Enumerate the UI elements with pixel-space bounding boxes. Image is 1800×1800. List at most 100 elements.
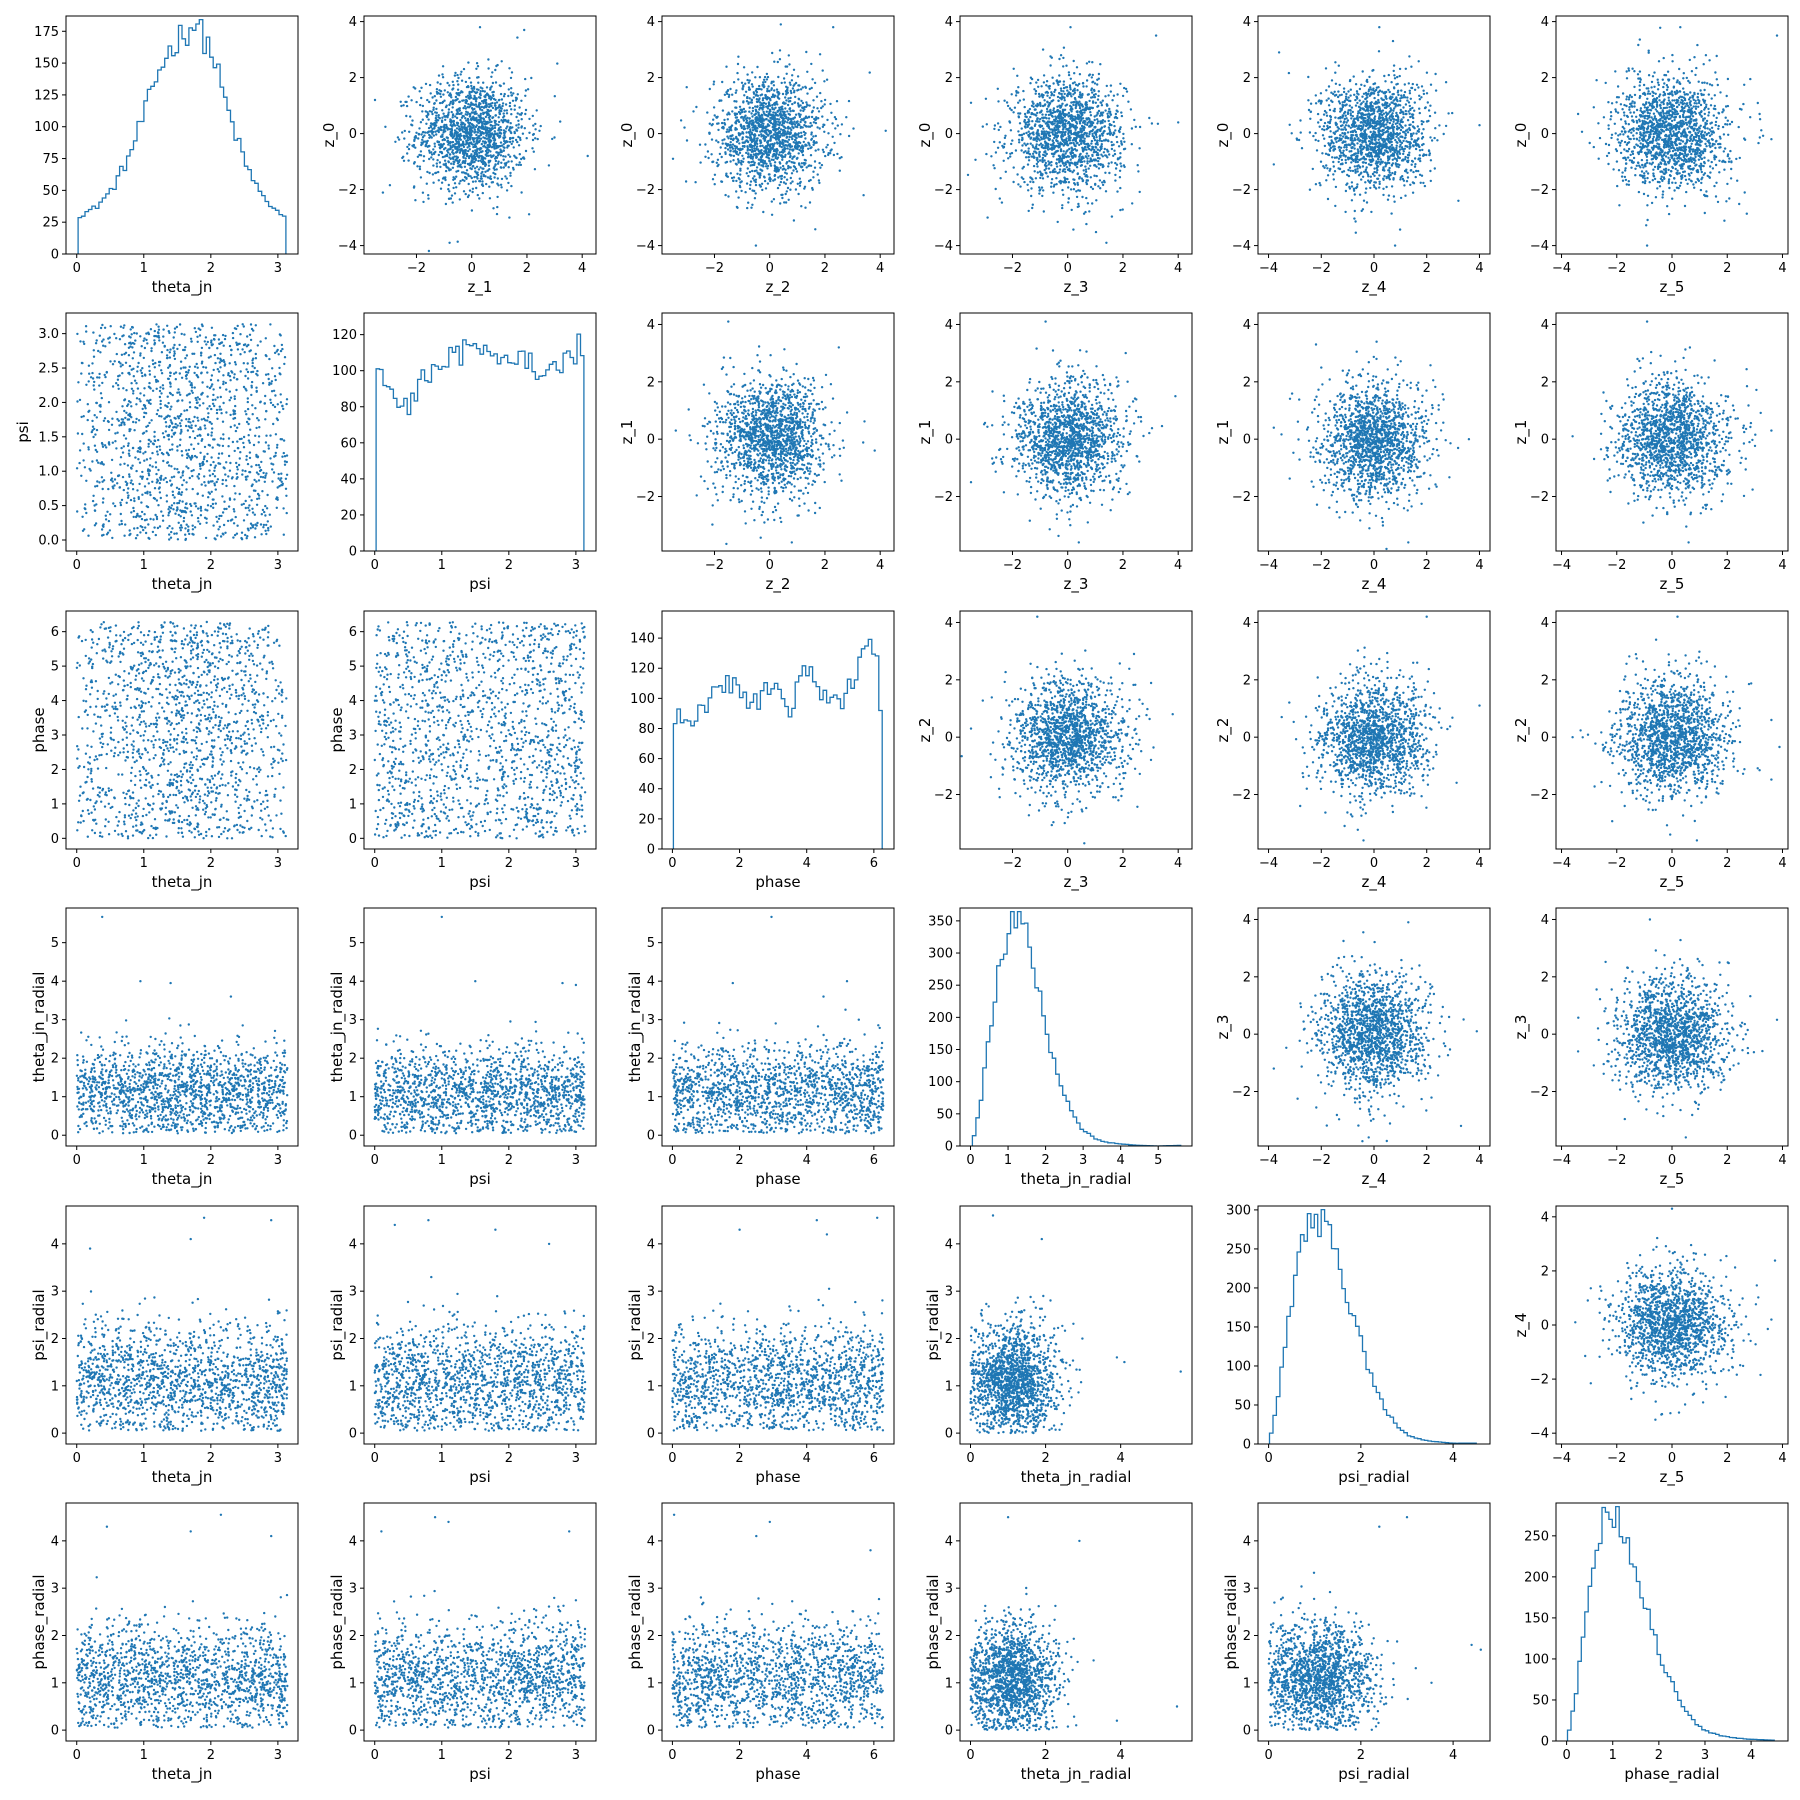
p-0-1-point <box>500 60 503 63</box>
p-0-1-point <box>508 67 511 70</box>
p-0-1-point <box>486 122 489 125</box>
p-0-1-point <box>551 137 554 141</box>
p-0-2-point <box>804 206 807 209</box>
p-0-1-point <box>492 133 496 136</box>
p-0-1-point <box>445 115 449 118</box>
p-0-1-point <box>450 162 453 165</box>
p-0-1-point <box>440 128 443 132</box>
p-0-1-point <box>526 88 530 91</box>
p-0-2-point <box>761 117 764 120</box>
p-0-2-point <box>765 78 769 81</box>
p-0-1-point <box>451 132 454 135</box>
p-0-1-point <box>500 119 503 122</box>
p-0-1-point <box>483 120 486 123</box>
p-0-1-point <box>436 92 439 95</box>
p-0-2-point <box>718 99 721 103</box>
p-0-2-point <box>757 158 760 161</box>
p-0-1-point <box>490 96 493 100</box>
p-0-3-point <box>1050 185 1053 188</box>
p-0-1-point <box>493 126 497 130</box>
p-0-1-point <box>408 143 411 146</box>
p-0-1-point <box>488 197 492 200</box>
p-0-2-point <box>823 80 826 83</box>
p-0-2-point <box>778 144 781 147</box>
p-0-3-point <box>1108 123 1112 127</box>
p-0-1-xlabel: z_1 <box>468 278 493 297</box>
p-0-1-point <box>496 146 500 149</box>
p-0-3-point <box>1042 81 1046 84</box>
p-0-2-point <box>732 179 735 183</box>
p-0-3-point <box>1069 88 1072 91</box>
p-0-2-point <box>760 103 764 107</box>
p-0-1-point <box>479 133 483 137</box>
p-0-3-point <box>1011 139 1014 142</box>
p-0-2-point <box>746 127 749 130</box>
p-0-2-point <box>793 120 796 123</box>
p-0-3-point <box>1087 117 1090 120</box>
p-0-1-point <box>444 118 447 122</box>
p-0-1-point <box>488 97 491 100</box>
p-0-1-point <box>470 123 474 126</box>
p-0-3-point <box>1068 169 1072 173</box>
p-0-1-point <box>470 159 473 162</box>
p-0-1-point <box>477 159 480 163</box>
p-0-2-point <box>805 166 808 169</box>
p-0-1-point <box>460 79 464 82</box>
p-0-3-point <box>1009 155 1012 158</box>
p-0-3-point <box>1067 73 1071 77</box>
p-0-3-point <box>1112 120 1116 124</box>
p-0-3-point <box>1061 121 1064 124</box>
p-0-3-point <box>1062 56 1065 60</box>
p-0-3-point <box>1039 103 1042 106</box>
p-0-1-point <box>481 180 484 183</box>
p-0-1-point <box>448 190 451 193</box>
p-0-3-point <box>1101 99 1105 102</box>
p-0-3-point <box>1148 116 1151 120</box>
p-0-2-point <box>758 76 762 79</box>
p-0-2-point <box>760 125 763 129</box>
p-0-2-xlabel: z_2 <box>766 278 791 297</box>
p-0-1-point <box>467 155 471 158</box>
p-0-1-point <box>436 119 439 122</box>
p-0-1-point <box>500 186 503 189</box>
p-0-1-point <box>517 123 520 126</box>
p-0-2-point <box>786 86 789 89</box>
p-0-1-point <box>479 177 483 180</box>
p-0-2-point <box>773 173 777 177</box>
p-0-3-point <box>1085 181 1088 184</box>
p-0-3-point <box>1056 105 1059 108</box>
p-0-0-xtick-label: 0 <box>73 261 81 276</box>
p-0-3-point <box>1004 170 1007 173</box>
p-0-3-point <box>1050 56 1054 59</box>
p-0-2-point <box>792 141 795 144</box>
p-0-1-point <box>448 197 451 200</box>
p-0-3-points <box>966 26 1180 244</box>
p-0-3-point <box>1067 136 1071 140</box>
p-0-2-point <box>778 97 781 100</box>
p-0-4-point <box>1356 160 1360 164</box>
p-0-2-point <box>772 158 775 162</box>
p-0-1-point <box>418 127 421 130</box>
p-0-1-point <box>476 140 480 143</box>
p-0-2-point <box>787 198 790 201</box>
p-0-3-point <box>1074 83 1078 87</box>
p-0-1-point <box>456 135 459 138</box>
p-0-3-point <box>1035 162 1039 166</box>
p-0-1-point <box>455 170 458 173</box>
p-0-3-point <box>1120 111 1123 114</box>
p-0-3-point <box>1052 155 1055 158</box>
p-0-1-point <box>467 194 470 197</box>
p-0-3-point <box>1078 91 1082 94</box>
p-0-2-point <box>763 126 766 129</box>
p-0-2-point <box>765 128 768 132</box>
p-0-1-point <box>520 191 523 194</box>
p-0-3-point <box>1069 93 1072 96</box>
p-0-1-point <box>439 187 443 190</box>
p-0-2-point <box>771 51 774 55</box>
p-0-1-point <box>531 114 534 118</box>
p-0-1-xtick-label: 0 <box>468 261 476 276</box>
p-0-1-point <box>431 112 434 116</box>
p-0-2-ytick-label: 2 <box>647 71 655 86</box>
p-0-2-point <box>800 205 803 208</box>
p-0-3-point <box>1021 144 1024 147</box>
